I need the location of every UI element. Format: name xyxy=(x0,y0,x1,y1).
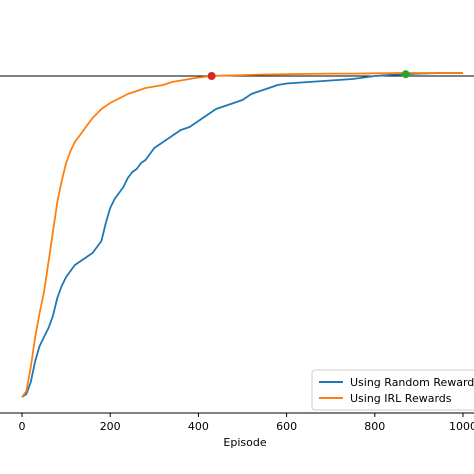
legend-label-1: Using Random Reward xyxy=(350,376,474,389)
x-axis-label: Episode xyxy=(223,436,266,449)
series-line-irl-rewards xyxy=(21,72,463,398)
convergence-marker-2 xyxy=(401,70,410,79)
legend-label-2: Using IRL Rewards xyxy=(350,392,452,405)
x-tick-label-600: 600 xyxy=(276,420,297,433)
legend-box xyxy=(311,369,474,411)
plot-area xyxy=(0,70,474,398)
x-tick-label-200: 200 xyxy=(100,420,121,433)
x-tick-label-1000: 1000 xyxy=(449,420,474,433)
x-tick-label-800: 800 xyxy=(364,420,385,433)
series-line-random-reward xyxy=(21,72,463,398)
x-tick-label-0: 0 xyxy=(19,420,26,433)
x-axis: 0 200 400 600 800 1000 xyxy=(0,412,474,433)
convergence-marker-1 xyxy=(207,72,216,80)
x-tick-label-400: 400 xyxy=(188,420,209,433)
legend: Using Random Reward Using IRL Rewards xyxy=(311,369,474,411)
